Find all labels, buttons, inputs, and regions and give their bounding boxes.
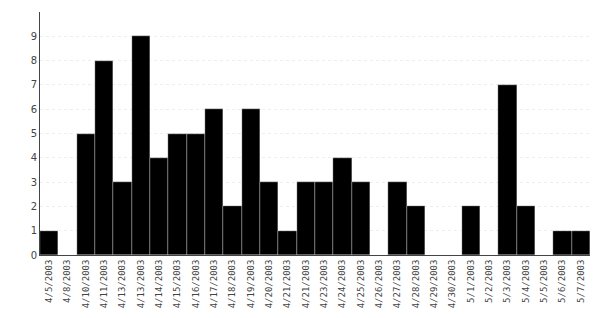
svg-text:1: 1	[31, 225, 37, 236]
svg-text:4/28/2003: 4/28/2003	[411, 260, 421, 309]
svg-text:4: 4	[31, 152, 37, 163]
svg-text:4/14/2003: 4/14/2003	[154, 260, 164, 309]
svg-text:4/19/2003: 4/19/2003	[246, 260, 256, 309]
svg-text:5: 5	[31, 128, 37, 139]
svg-text:3: 3	[31, 177, 37, 188]
svg-text:4/10/2003: 4/10/2003	[81, 260, 91, 309]
svg-text:4/29/2003: 4/29/2003	[429, 260, 439, 309]
svg-text:4/11/2003: 4/11/2003	[99, 260, 109, 309]
svg-text:5/4/2003: 5/4/2003	[521, 260, 531, 303]
svg-text:4/13/2003: 4/13/2003	[136, 260, 146, 309]
svg-text:4/21/2003: 4/21/2003	[282, 260, 292, 309]
svg-text:9: 9	[31, 31, 37, 42]
svg-text:4/17/2003: 4/17/2003	[209, 260, 219, 309]
svg-text:4/8/2003: 4/8/2003	[62, 260, 72, 303]
svg-text:5/3/2003: 5/3/2003	[502, 260, 512, 303]
svg-text:4/24/2003: 4/24/2003	[337, 260, 347, 309]
svg-text:0: 0	[31, 250, 37, 261]
svg-text:4/5/2003: 4/5/2003	[44, 260, 54, 303]
svg-text:4/26/2003: 4/26/2003	[374, 260, 384, 309]
svg-text:5/6/2003: 5/6/2003	[557, 260, 567, 303]
svg-text:6: 6	[31, 104, 37, 115]
svg-text:4/20/2003: 4/20/2003	[264, 260, 274, 309]
svg-text:4/13/2003: 4/13/2003	[117, 260, 127, 309]
svg-text:4/16/2003: 4/16/2003	[191, 260, 201, 309]
svg-text:4/23/2003: 4/23/2003	[319, 260, 329, 309]
svg-text:5/7/2003: 5/7/2003	[576, 260, 586, 303]
svg-text:8: 8	[31, 55, 37, 66]
svg-text:4/15/2003: 4/15/2003	[172, 260, 182, 309]
svg-text:5/1/2003: 5/1/2003	[466, 260, 476, 303]
svg-text:5/5/2003: 5/5/2003	[539, 260, 549, 303]
svg-text:4/18/2003: 4/18/2003	[227, 260, 237, 309]
svg-text:4/25/2003: 4/25/2003	[356, 260, 366, 309]
svg-text:4/21/2003: 4/21/2003	[301, 260, 311, 309]
svg-text:2: 2	[31, 201, 37, 212]
svg-text:4/30/2003: 4/30/2003	[447, 260, 457, 309]
svg-text:5/2/2003: 5/2/2003	[484, 260, 494, 303]
svg-text:4/27/2003: 4/27/2003	[392, 260, 402, 309]
svg-text:7: 7	[31, 79, 37, 90]
